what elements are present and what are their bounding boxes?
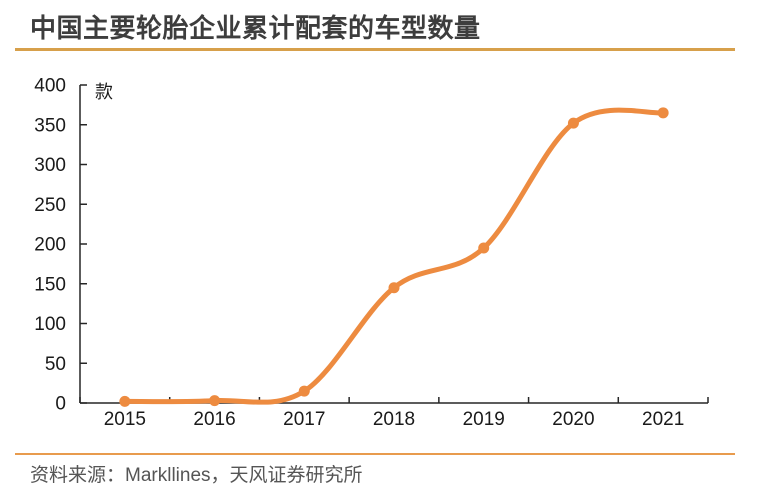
source-note: 资料来源：Markllines，天风证券研究所 [30, 465, 363, 486]
x-tick-label: 2020 [552, 409, 594, 430]
y-tick-label: 150 [34, 274, 66, 295]
x-tick-label: 2018 [373, 409, 415, 430]
x-tick-label: 2016 [193, 409, 235, 430]
y-tick-label: 100 [34, 314, 66, 335]
page-title: 中国主要轮胎企业累计配套的车型数量 [30, 13, 481, 43]
data-point [119, 395, 131, 407]
x-tick-label: 2019 [463, 409, 505, 430]
x-tick-label: 2017 [283, 409, 325, 430]
x-tick-label: 2015 [104, 409, 146, 430]
y-tick-label: 350 [34, 115, 66, 136]
y-tick-label: 300 [34, 155, 66, 176]
y-tick-label: 0 [55, 394, 66, 415]
unit-label: 款 [95, 82, 113, 102]
data-point [209, 395, 221, 407]
data-point [567, 117, 579, 129]
y-tick-label: 250 [34, 195, 66, 216]
y-tick-label: 200 [34, 235, 66, 256]
y-tick-label: 400 [34, 76, 66, 97]
data-line [122, 107, 666, 405]
title-underline [15, 48, 735, 51]
data-point [298, 385, 310, 397]
x-tick-label: 2021 [642, 409, 684, 430]
data-point [388, 282, 400, 294]
data-point [657, 107, 669, 119]
y-tick-label: 50 [45, 354, 66, 375]
data-point [478, 242, 490, 254]
footer-divider [15, 453, 735, 455]
